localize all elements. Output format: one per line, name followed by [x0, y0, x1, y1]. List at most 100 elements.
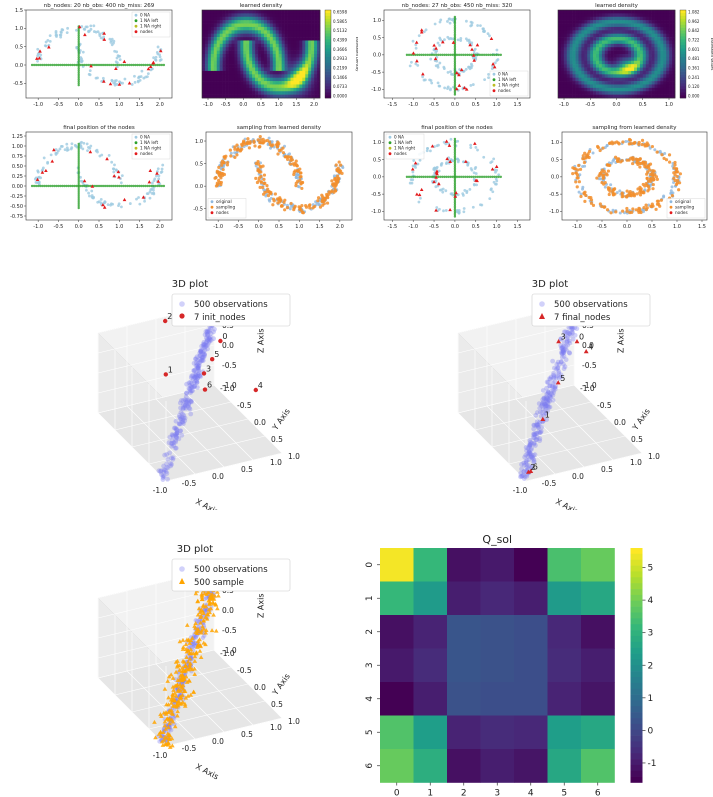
- point-0na: [94, 76, 98, 80]
- point-na-right: [453, 167, 457, 170]
- colorbar-cell: [325, 92, 331, 96]
- point-0na: [438, 61, 442, 65]
- density-cell: [207, 37, 212, 41]
- observation-point: [559, 345, 564, 351]
- density-cell: [296, 70, 300, 75]
- observation-point: [168, 441, 174, 446]
- density-cell: [210, 57, 215, 62]
- observation-point: [554, 361, 560, 367]
- observation-point: [197, 353, 202, 359]
- x-tick-label: 0.5: [639, 102, 647, 108]
- density-cell: [299, 43, 303, 48]
- node-marker: [454, 87, 459, 91]
- point-0na: [479, 203, 482, 207]
- density-cell: [657, 40, 661, 45]
- point-na-right: [453, 20, 457, 24]
- point-na-left: [464, 53, 467, 57]
- density-cell: [225, 60, 229, 65]
- point-0na: [118, 54, 122, 58]
- density-cell: [216, 91, 220, 95]
- density-cell: [222, 64, 226, 68]
- point-sampling: [607, 192, 611, 197]
- node-marker: [210, 357, 215, 362]
- point-0na: [151, 181, 154, 185]
- point-0na: [421, 75, 425, 79]
- observation-point: [191, 368, 197, 373]
- point-na-right: [77, 194, 80, 198]
- density-cell: [293, 84, 297, 89]
- point-sampling: [581, 154, 585, 158]
- density-cell: [598, 43, 603, 48]
- node-marker: [419, 30, 424, 34]
- point-sampling: [651, 174, 655, 178]
- point-original: [603, 185, 607, 189]
- density-cell: [563, 20, 568, 24]
- point-sampling: [646, 184, 651, 189]
- observation-point: [177, 428, 183, 434]
- point-na-left: [79, 184, 82, 188]
- density-cell: [314, 47, 318, 51]
- density-cell: [290, 54, 294, 58]
- density-cell: [314, 30, 318, 34]
- density-cell: [584, 10, 588, 14]
- density-cell: [601, 13, 606, 18]
- point-na-right: [453, 203, 457, 206]
- density-cell: [622, 47, 626, 51]
- density-cell: [258, 84, 262, 89]
- point-na-right: [77, 198, 80, 202]
- density-cell: [672, 70, 676, 75]
- density-cell: [663, 13, 667, 18]
- density-cell: [607, 33, 611, 38]
- point-na-left: [41, 184, 44, 188]
- density-cell: [237, 20, 241, 24]
- density-cell: [558, 40, 562, 45]
- density-cell: [657, 26, 661, 31]
- density-cell: [584, 13, 588, 18]
- observation-point: [534, 422, 540, 428]
- point-0na: [472, 183, 476, 187]
- point-na-left: [478, 53, 482, 57]
- point-na-right: [453, 32, 457, 36]
- point-na-left: [476, 53, 480, 57]
- density-cell: [616, 47, 620, 51]
- density-cell: [578, 26, 582, 31]
- observation-point: [173, 439, 179, 445]
- density-cell: [222, 77, 226, 82]
- density-cell: [625, 16, 629, 21]
- point-sampling: [334, 163, 338, 167]
- point-sampling: [318, 205, 323, 209]
- point-sampling: [644, 203, 648, 207]
- density-cell: [581, 70, 585, 75]
- point-na-left: [73, 63, 76, 67]
- point-sampling: [254, 176, 258, 180]
- point-sampling: [678, 172, 682, 176]
- point-0na: [36, 59, 39, 63]
- observation-point: [536, 401, 542, 407]
- point-original: [618, 211, 622, 215]
- density-cell: [234, 60, 238, 65]
- density-cell: [299, 81, 303, 85]
- point-0na: [412, 159, 416, 162]
- observation-point: [536, 425, 541, 430]
- density-cell: [219, 74, 223, 78]
- density-cell: [296, 77, 300, 82]
- y-tick-label: -1.0: [371, 87, 381, 93]
- density-cell: [578, 60, 582, 65]
- point-na-left: [156, 184, 160, 188]
- density-cell: [240, 16, 244, 21]
- density-cell: [231, 50, 235, 55]
- density-cell: [263, 60, 268, 65]
- y-tick-label: 0.5: [551, 157, 559, 163]
- density-cell: [604, 13, 609, 18]
- observation-point: [174, 430, 180, 436]
- density-cell: [266, 94, 271, 99]
- legend-label: 0 NA: [394, 135, 404, 140]
- density-cell: [642, 54, 647, 58]
- density-cell: [666, 87, 670, 92]
- x-tick-label: 0.5: [257, 102, 265, 108]
- point-sampling: [659, 198, 663, 202]
- point-na-right: [453, 211, 457, 215]
- point-sampling: [571, 172, 575, 176]
- density-cell: [569, 40, 573, 45]
- density-cell: [237, 91, 241, 95]
